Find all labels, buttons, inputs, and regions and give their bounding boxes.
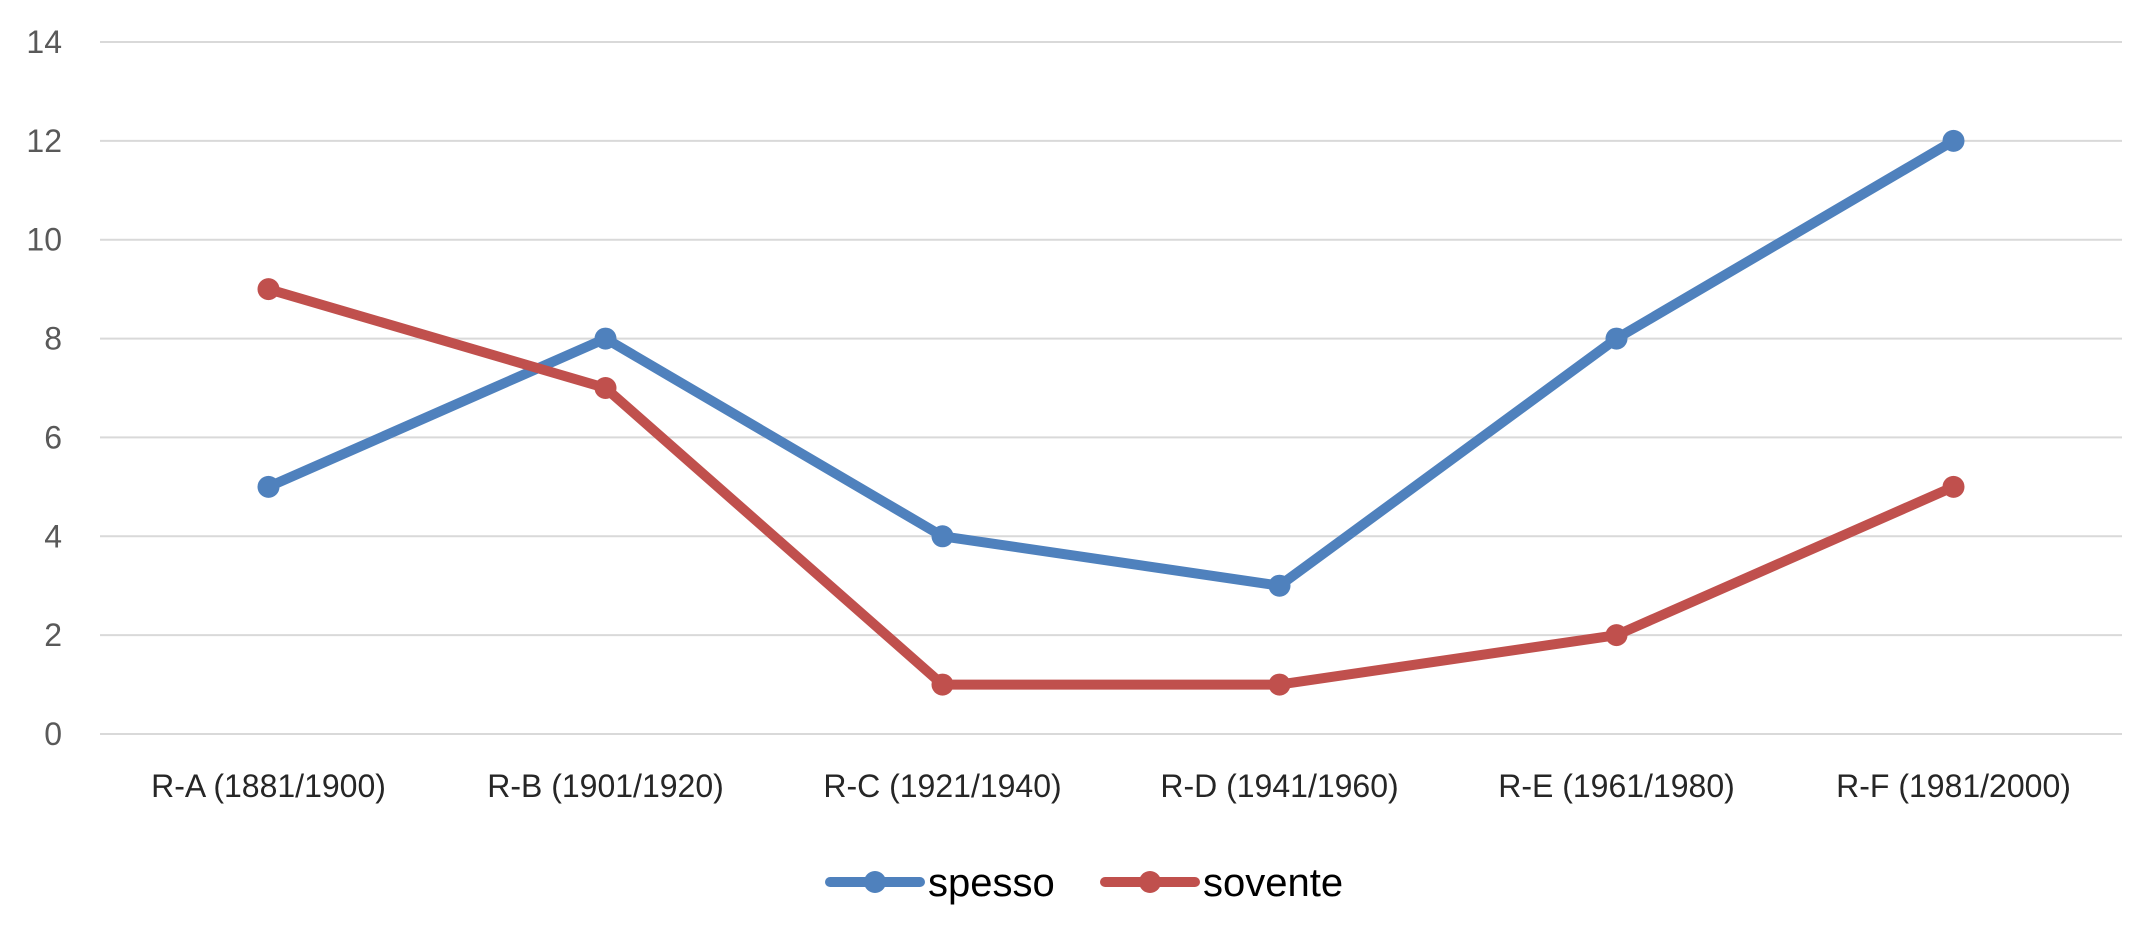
x-category-label: R-F (1981/2000) [1836, 768, 2071, 804]
legend: spesso sovente [825, 861, 1343, 905]
y-tick-label: 10 [26, 222, 62, 258]
series-sovente [257, 278, 1965, 696]
x-category-label: R-A (1881/1900) [151, 768, 386, 804]
series-line [263, 135, 1959, 591]
legend-marker [1139, 871, 1161, 893]
legend-entry: sovente [1100, 861, 1343, 905]
data-point [257, 278, 280, 301]
data-point [931, 525, 954, 548]
legend-label: sovente [1203, 861, 1343, 905]
legend-label: spesso [928, 861, 1055, 905]
y-tick-label: 0 [44, 716, 62, 752]
data-point [1605, 327, 1628, 350]
x-axis-category-labels: R-A (1881/1900) R-B (1901/1920) R-C (1921/… [151, 768, 2071, 804]
legend-marker [864, 871, 886, 893]
series-lines [257, 129, 1965, 696]
data-point [1268, 673, 1291, 696]
y-tick-label: 12 [26, 123, 62, 159]
x-category-label: R-B (1901/1920) [487, 768, 724, 804]
data-point [931, 673, 954, 696]
data-point [1942, 129, 1965, 152]
gridlines [100, 41, 2122, 735]
data-point [594, 327, 617, 350]
legend-entry: spesso [825, 861, 1055, 905]
x-category-label: R-C (1921/1940) [823, 768, 1061, 804]
data-point [594, 377, 617, 399]
series-line [263, 284, 1959, 690]
y-tick-label: 6 [44, 419, 62, 455]
y-tick-label: 8 [44, 321, 62, 357]
series-spesso [257, 129, 1965, 597]
y-tick-label: 2 [44, 617, 62, 653]
data-point [257, 475, 280, 498]
x-category-label: R-E (1961/1980) [1498, 768, 1735, 804]
y-tick-label: 14 [26, 24, 62, 60]
x-category-label: R-D (1941/1960) [1160, 768, 1398, 804]
data-point [1268, 574, 1291, 597]
data-point [1942, 475, 1965, 498]
data-point [1605, 624, 1628, 647]
y-tick-label: 4 [44, 518, 62, 554]
y-axis-tick-labels: 0 2 4 6 8 10 12 14 [26, 24, 62, 752]
